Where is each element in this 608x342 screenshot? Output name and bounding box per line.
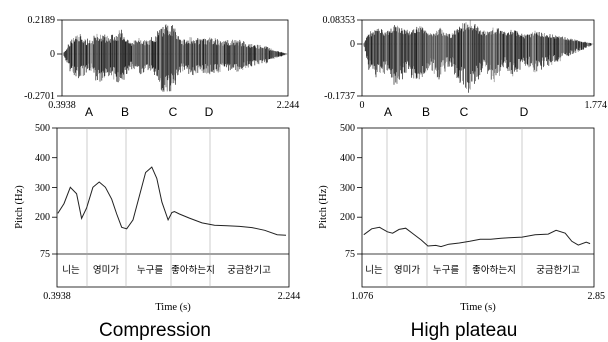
- caption-compression: Compression: [99, 320, 211, 341]
- pitch-ytick-label: 200: [35, 212, 50, 223]
- wave-ymax-label: 0.08353: [323, 15, 356, 26]
- segment-label: 좋아하는지: [472, 264, 516, 276]
- point-label-a: A: [85, 105, 93, 119]
- pitch-ylabel: Pitch (Hz): [318, 185, 329, 229]
- pitch-ytick-label: 400: [35, 153, 50, 164]
- segment-label: 영미가: [93, 265, 119, 276]
- pitch-ytick-label: 300: [340, 183, 355, 194]
- pitch-xend-label: 2.85: [588, 291, 606, 302]
- pitch-xlabel: Time (s): [460, 302, 496, 313]
- pitch-ytick-label: 200: [340, 212, 355, 223]
- point-label-b: B: [422, 105, 430, 119]
- wave-xstart-label: 0: [360, 100, 365, 111]
- wave-ymin-label: -0.2701: [24, 91, 55, 102]
- waveform-high-plateau: 0.08353 0 -0.1737 0 1.774: [323, 15, 608, 111]
- segment-label: 좋아하는지: [171, 264, 215, 276]
- pitch-xend-label: 2.244: [278, 291, 301, 302]
- caption-high-plateau: High plateau: [411, 320, 518, 341]
- segment-label: 누구를: [433, 265, 459, 276]
- panel-high-plateau: 0.08353 0 -0.1737 0 1.774 A B C D 500 40…: [318, 15, 607, 341]
- point-label-d: D: [205, 105, 214, 119]
- segment-label: 궁금한기고: [536, 265, 580, 276]
- segment-label: 니는: [365, 265, 383, 276]
- pitch-frame: [361, 127, 595, 288]
- point-label-c: C: [169, 105, 178, 119]
- wave-yzero-label: 0: [50, 49, 55, 60]
- segment-label: 궁금한기고: [227, 265, 271, 276]
- pitch-ytick-label: 500: [35, 123, 50, 134]
- wave-xend-label: 1.774: [585, 100, 608, 111]
- pitch-ylabel: Pitch (Hz): [14, 185, 25, 229]
- point-label-b: B: [121, 105, 129, 119]
- pitch-ytick-label: 400: [340, 153, 355, 164]
- pitch-xlabel: Time (s): [155, 302, 191, 313]
- pitch-contour: [57, 166, 287, 236]
- pitch-ytick-label: 75: [40, 249, 50, 260]
- pitch-chart-high-plateau: 500 400 300 200 75 Pitch (Hz) 니는 영미가 누구를…: [318, 123, 605, 313]
- pitch-ytick-label: 500: [340, 123, 355, 134]
- pitch-contour: [363, 226, 591, 248]
- point-label-d: D: [520, 105, 529, 119]
- wave-ymin-label: -0.1737: [324, 91, 355, 102]
- segment-label: 누구를: [137, 265, 163, 276]
- segment-label: 영미가: [394, 265, 420, 276]
- pitch-chart-compression: 500 400 300 200 75 Pitch (Hz) 니는 영미가 누구를…: [14, 123, 300, 313]
- point-label-c: C: [460, 105, 469, 119]
- pitch-line: [57, 166, 287, 236]
- wave-xend-label: 2.244: [277, 100, 300, 111]
- pitch-frame: [56, 127, 290, 288]
- segment-label: 니는: [62, 265, 80, 276]
- pitch-ytick-label: 75: [345, 249, 355, 260]
- waveform-trace: [63, 24, 287, 92]
- panel-compression: 0.2189 0 -0.2701 0.3938 2.244 A B C D 50…: [14, 15, 300, 341]
- wave-xstart-label: 0.3938: [48, 100, 76, 111]
- wave-yzero-label: 0: [350, 39, 355, 50]
- pitch-xstart-label: 1.076: [351, 291, 374, 302]
- pitch-line: [363, 226, 591, 248]
- wave-ymax-label: 0.2189: [28, 15, 56, 26]
- waveform-trace: [363, 20, 592, 93]
- point-label-a: A: [384, 105, 392, 119]
- pitch-ytick-label: 300: [35, 183, 50, 194]
- waveform-compression: 0.2189 0 -0.2701 0.3938 2.244: [24, 15, 299, 111]
- pitch-xstart-label: 0.3938: [43, 291, 71, 302]
